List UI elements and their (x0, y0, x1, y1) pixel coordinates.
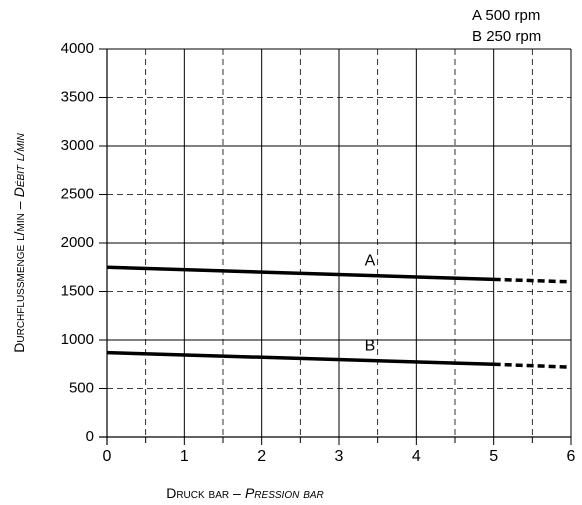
x-tick-label: 2 (257, 448, 266, 465)
series-extension (493, 277, 572, 284)
y-tick-label: 1500 (61, 282, 94, 299)
legend-entry: A 500 rpm (472, 7, 540, 24)
x-tick-label: 6 (567, 448, 576, 465)
series-line (106, 350, 494, 366)
legend-key: B (472, 28, 482, 45)
y-tick-label: 1000 (61, 331, 94, 348)
series-label: A (365, 253, 376, 270)
x-label-alt: Pression bar (245, 485, 324, 501)
y-label-main: Durchflußmenge l/min – (11, 201, 27, 352)
y-tick-label: 3000 (61, 137, 94, 154)
x-tick-label: 4 (412, 448, 421, 465)
series-extension (493, 362, 572, 369)
x-tick-label: 0 (103, 448, 112, 465)
legend-text: 250 rpm (486, 28, 541, 45)
y-tick-label: 4000 (61, 40, 94, 57)
series-label: B (365, 338, 376, 355)
y-axis-label: Durchflußmenge l/min – Débit l/min (11, 133, 28, 353)
y-tick-label: 0 (86, 428, 94, 445)
y-tick-label: 2500 (61, 185, 94, 202)
y-tick-label: 3500 (61, 88, 94, 105)
series-line (106, 265, 494, 282)
y-label-alt: Débit l/min (11, 133, 27, 198)
x-tick-label: 5 (489, 448, 498, 465)
x-axis-label: Druck bar – Pression bar (166, 485, 324, 502)
legend-key: A (472, 7, 482, 24)
legend-text: 500 rpm (485, 7, 540, 24)
x-label-main: Druck bar – (166, 485, 241, 501)
y-tick-label: 500 (69, 379, 94, 396)
y-tick-label: 2000 (61, 234, 94, 251)
legend-entry: B 250 rpm (472, 28, 541, 45)
x-tick-label: 3 (335, 448, 344, 465)
x-tick-label: 1 (180, 448, 189, 465)
